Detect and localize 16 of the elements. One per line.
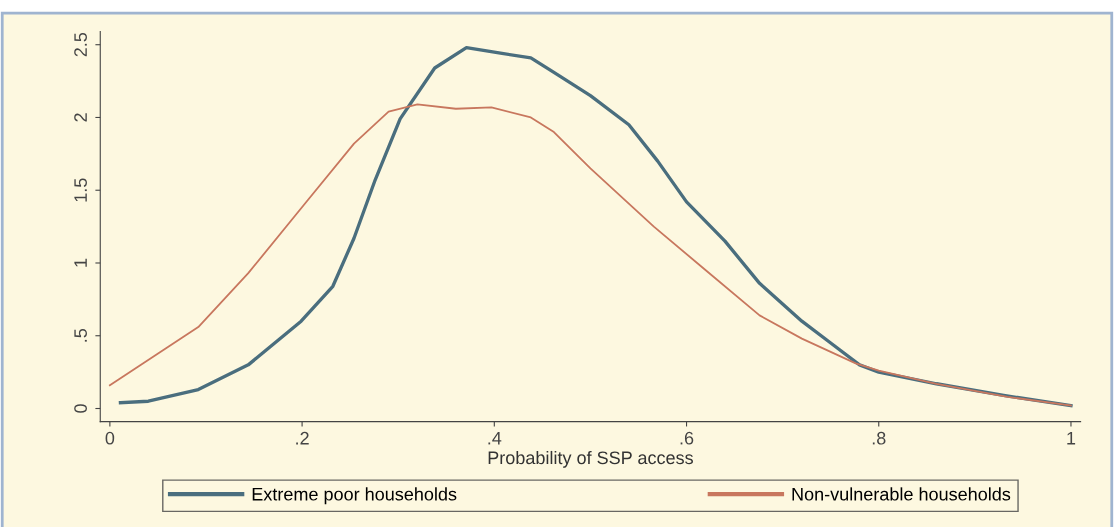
line-series	[108, 103, 1072, 407]
legend-label: Extreme poor households	[252, 487, 457, 505]
y-tick-label: 1.5	[74, 178, 87, 202]
y-tick-label: 2	[74, 113, 87, 122]
x-tick-label: 0	[105, 431, 115, 445]
y-tick-label: 2.5	[74, 32, 87, 57]
y-tick-label: .5	[74, 328, 87, 342]
legend-label: Non-vulnerable households	[792, 487, 1011, 501]
x-tick-label: .4	[488, 431, 502, 445]
x-tick-label: .6	[680, 431, 694, 445]
y-tick-label: 0	[74, 404, 87, 413]
x-tick-label: .8	[872, 431, 886, 445]
y-tick-label: 1	[74, 258, 87, 267]
x-tick-label: .2	[296, 431, 309, 445]
x-axis-title: Probability of SSP access	[488, 450, 693, 468]
x-tick-label: 1	[1067, 431, 1076, 445]
